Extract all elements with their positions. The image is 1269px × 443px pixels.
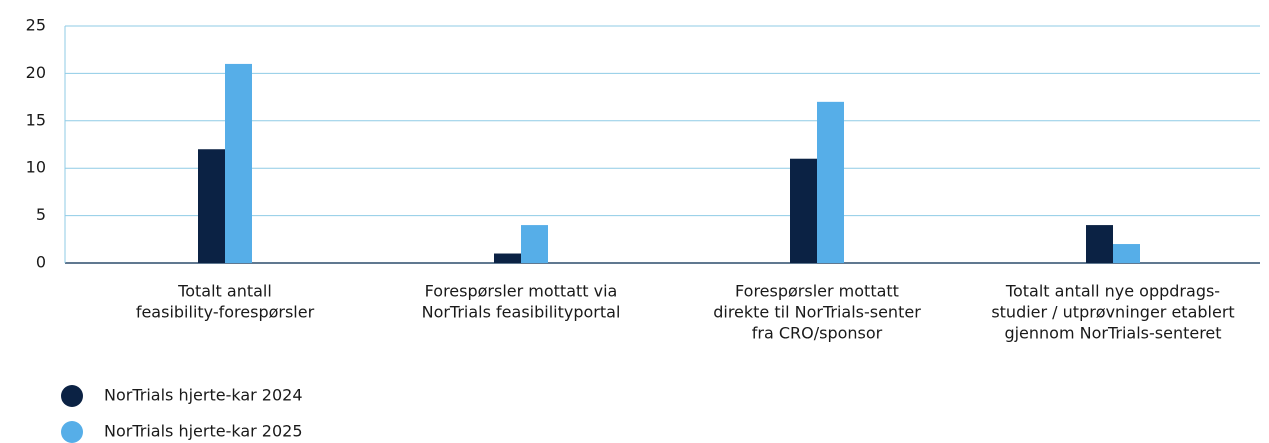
- x-tick-label: Totalt antall nye oppdrags-: [1005, 282, 1220, 301]
- y-tick-label: 20: [26, 63, 46, 82]
- bar: [521, 225, 548, 263]
- y-tick-label: 5: [36, 205, 46, 224]
- x-tick-label: studier / utprøvninger etablert: [991, 303, 1234, 322]
- legend-marker: [61, 385, 83, 407]
- x-tick-label: gjennom NorTrials-senteret: [1004, 324, 1221, 343]
- x-tick-label: Forespørsler mottatt: [735, 282, 899, 301]
- x-tick-label: Totalt antall: [177, 282, 272, 301]
- bar: [225, 63, 252, 263]
- legend-label: NorTrials hjerte-kar 2024: [104, 386, 303, 405]
- y-tick-label: 15: [26, 110, 46, 129]
- legend-label: NorTrials hjerte-kar 2025: [104, 422, 303, 441]
- y-tick-label: 10: [26, 158, 46, 177]
- x-tick-label: feasibility-forespørsler: [136, 303, 315, 322]
- y-tick-label: 25: [26, 16, 46, 35]
- legend-marker: [61, 421, 83, 443]
- bar: [1086, 225, 1113, 263]
- bar: [494, 253, 521, 263]
- bar: [790, 158, 817, 263]
- x-tick-label: fra CRO/sponsor: [752, 324, 883, 343]
- bar: [817, 101, 844, 263]
- bar: [1113, 244, 1140, 263]
- x-tick-label: Forespørsler mottatt via: [425, 282, 618, 301]
- y-tick-label: 0: [36, 253, 46, 272]
- x-tick-label: direkte til NorTrials-senter: [713, 303, 921, 322]
- bar: [198, 149, 225, 263]
- x-tick-label: NorTrials feasibilityportal: [422, 303, 621, 322]
